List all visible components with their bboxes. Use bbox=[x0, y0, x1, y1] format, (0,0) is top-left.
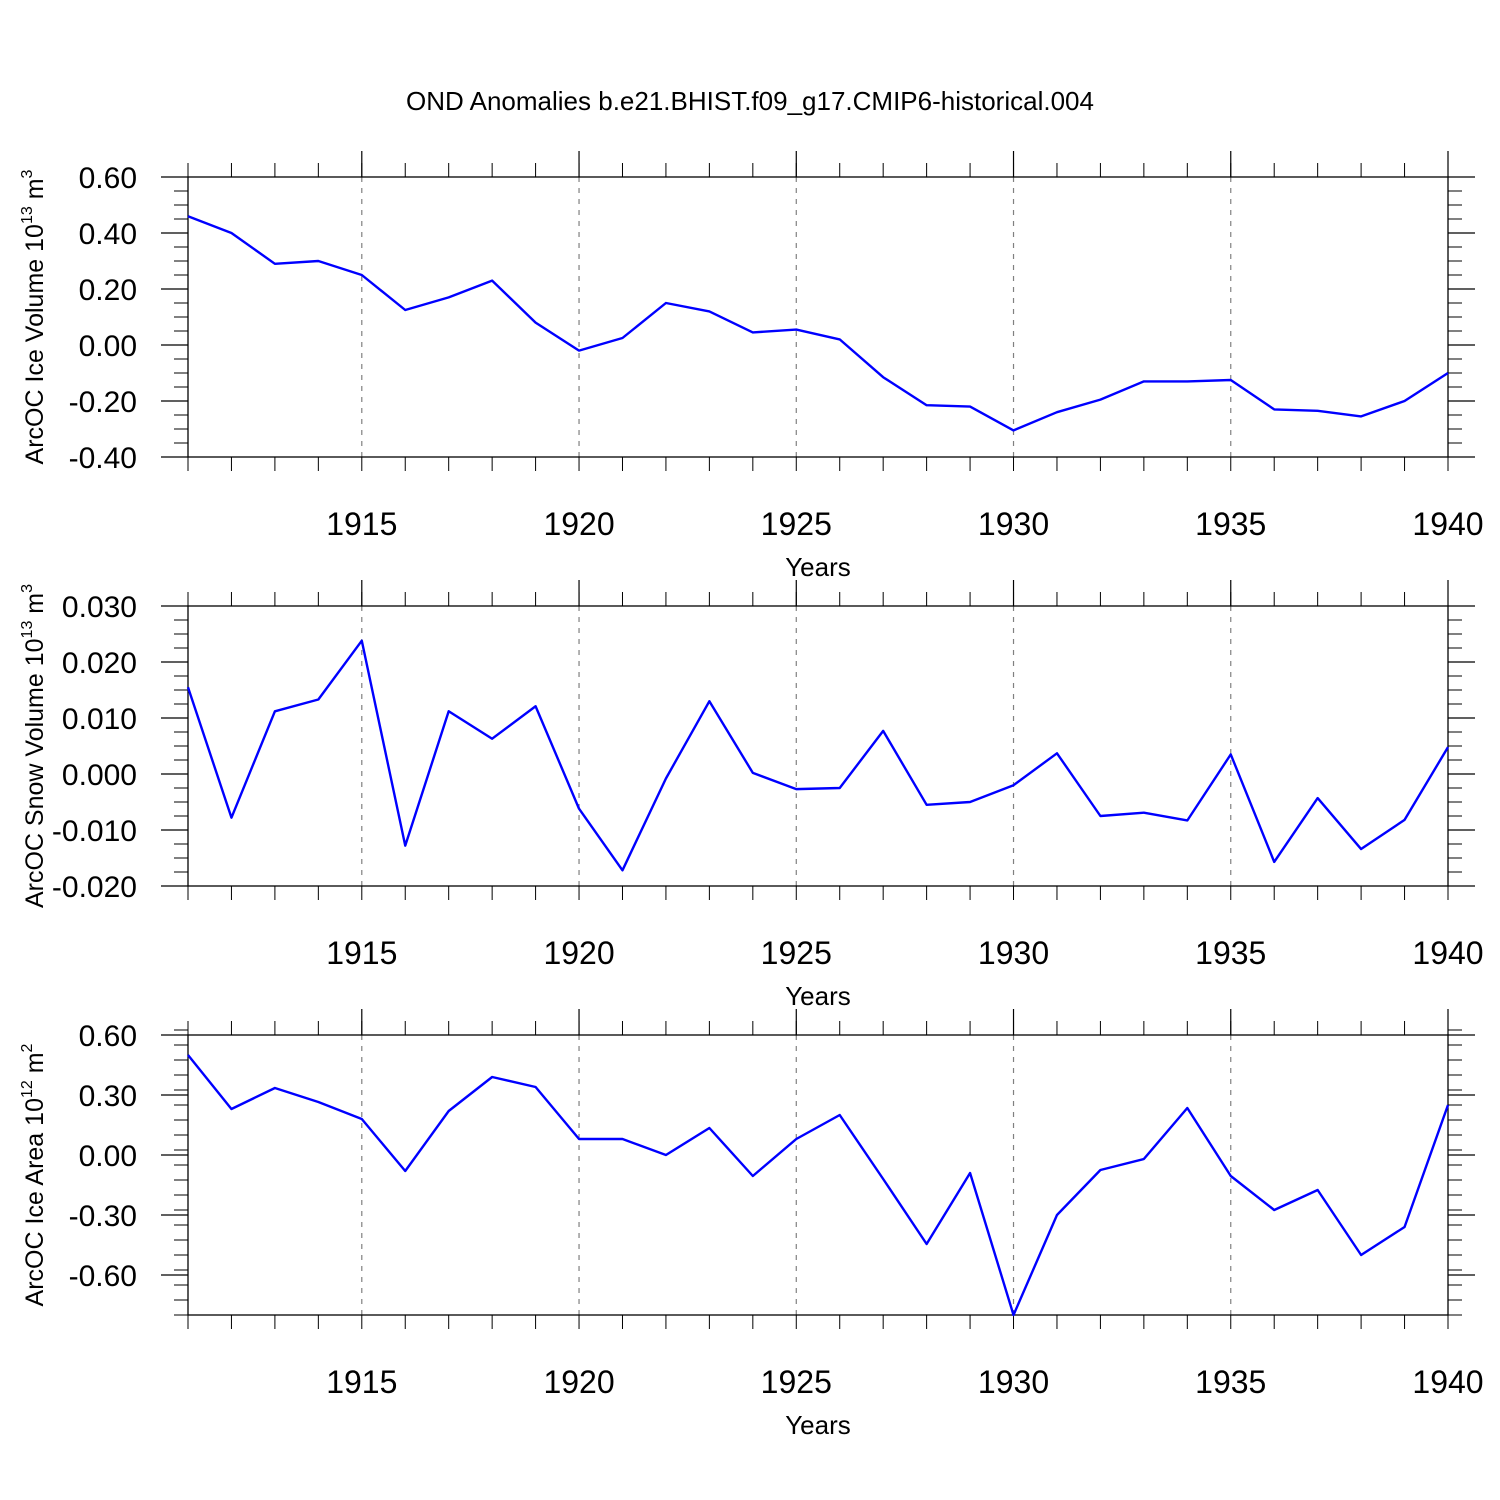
series-line bbox=[186, 639, 1450, 872]
x-tick-label: 1925 bbox=[761, 935, 832, 971]
y-tick-label: -0.30 bbox=[69, 1200, 137, 1233]
x-tick-label: 1915 bbox=[326, 935, 397, 971]
y-tick-label: 0.000 bbox=[62, 759, 137, 792]
x-tick-label: 1935 bbox=[1195, 1364, 1266, 1400]
x-tick-label: 1930 bbox=[978, 506, 1049, 542]
x-tick-label: 1930 bbox=[978, 935, 1049, 971]
y-tick-label: -0.20 bbox=[69, 386, 137, 419]
x-tick-label: 1935 bbox=[1195, 506, 1266, 542]
y-tick-label: 0.00 bbox=[79, 1140, 137, 1173]
y-axis-label: ArcOC Snow Volume 1013 m3 bbox=[19, 584, 49, 908]
x-tick-label: 1940 bbox=[1412, 935, 1483, 971]
y-tick-label: -0.020 bbox=[52, 871, 137, 904]
x-tick-label: 1920 bbox=[543, 506, 614, 542]
y-tick-label: 0.030 bbox=[62, 591, 137, 624]
plot-frame bbox=[187, 605, 1449, 887]
y-tick-label: 0.00 bbox=[79, 330, 137, 363]
plot-frame bbox=[187, 176, 1449, 458]
series-line bbox=[187, 215, 1449, 432]
y-tick-label: 0.60 bbox=[79, 1020, 137, 1053]
x-axis-label: Years bbox=[785, 981, 851, 1011]
y-tick-label: -0.60 bbox=[69, 1260, 137, 1293]
y-axis-label: ArcOC Ice Volume 1013 m3 bbox=[19, 169, 49, 464]
x-tick-label: 1925 bbox=[761, 506, 832, 542]
x-tick-label: 1925 bbox=[761, 1364, 832, 1400]
y-tick-label: 0.010 bbox=[62, 703, 137, 736]
y-tick-label: -0.010 bbox=[52, 815, 137, 848]
y-tick-label: -0.40 bbox=[69, 442, 137, 475]
x-tick-label: 1915 bbox=[326, 1364, 397, 1400]
x-tick-label: 1935 bbox=[1195, 935, 1266, 971]
series-line bbox=[187, 1054, 1450, 1317]
y-tick-label: 0.60 bbox=[79, 162, 137, 195]
y-tick-label: 0.40 bbox=[79, 218, 137, 251]
x-axis-label: Years bbox=[785, 1410, 851, 1440]
x-axis-label: Years bbox=[785, 552, 851, 582]
x-tick-label: 1915 bbox=[326, 506, 397, 542]
y-tick-label: 0.20 bbox=[79, 274, 137, 307]
panel-1: -0.40 -0.20 0.00 0.20 0.40 0.60 1915 1920 1925 19… bbox=[19, 151, 1484, 582]
y-tick-label: 0.30 bbox=[79, 1080, 137, 1113]
y-axis-label: ArcOC Ice Area 1012 m2 bbox=[19, 1043, 49, 1306]
x-tick-label: 1940 bbox=[1412, 1364, 1483, 1400]
y-tick-label: 0.020 bbox=[62, 647, 137, 680]
panel-3: -0.60 -0.30 0.00 0.30 0.60 1915 1920 1925 1930 19… bbox=[19, 1009, 1484, 1440]
x-tick-label: 1940 bbox=[1412, 506, 1483, 542]
figure-title: OND Anomalies b.e21.BHIST.f09_g17.CMIP6-… bbox=[406, 86, 1094, 116]
x-tick-label: 1920 bbox=[543, 935, 614, 971]
panels: -0.40 -0.20 0.00 0.20 0.40 0.60 1915 1920 1925 19… bbox=[19, 151, 1484, 1440]
x-tick-label: 1930 bbox=[978, 1364, 1049, 1400]
x-tick-label: 1920 bbox=[543, 1364, 614, 1400]
plot-frame bbox=[187, 1034, 1449, 1316]
panel-2: -0.020 -0.010 0.000 0.010 0.020 0.030 1915 1920… bbox=[19, 580, 1484, 1011]
